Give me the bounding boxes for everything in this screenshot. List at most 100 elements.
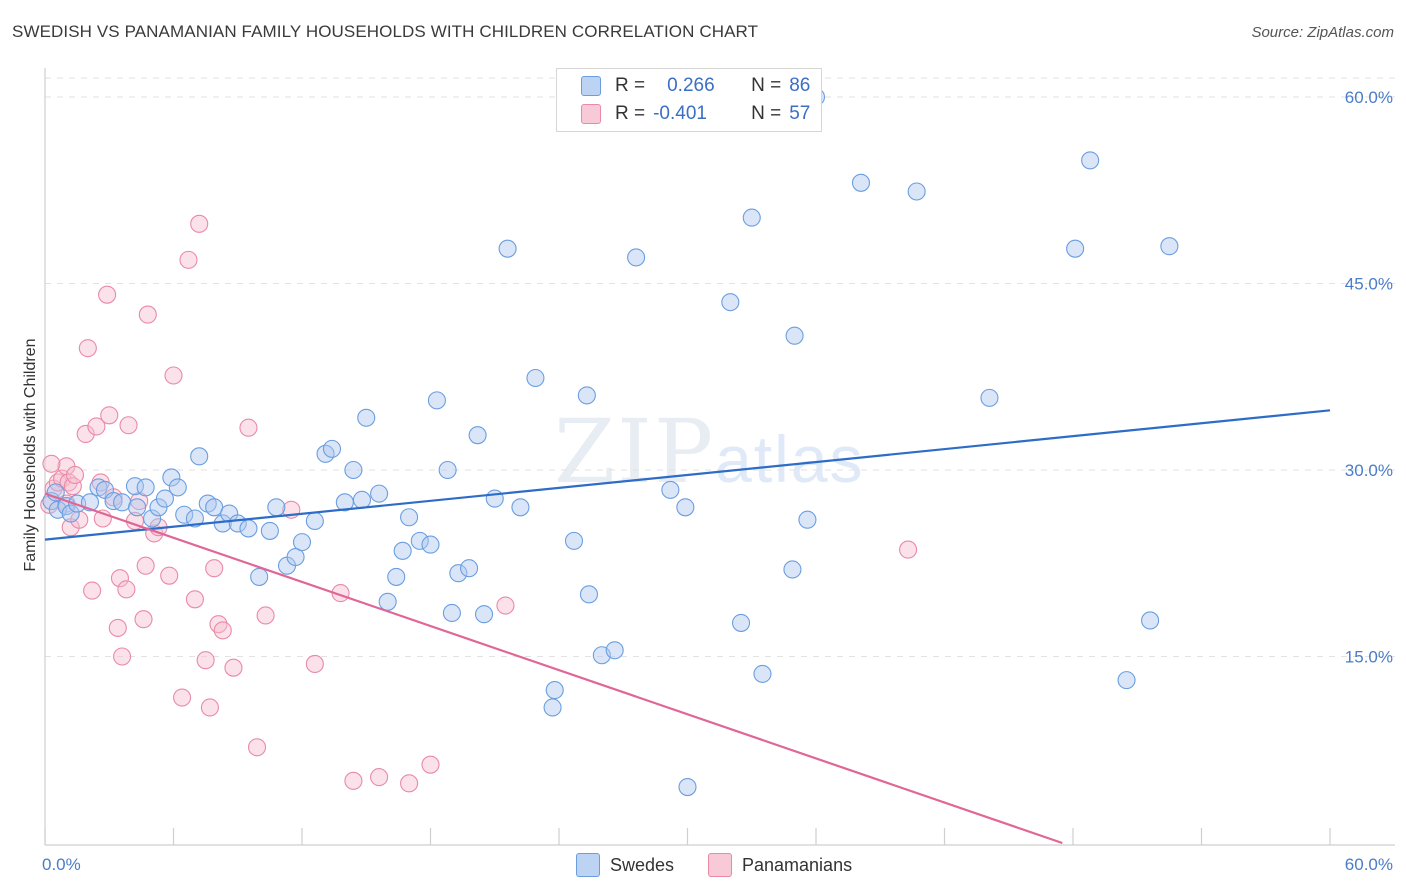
y-axis-label: Family Households with Children	[22, 339, 39, 572]
swedes-point	[485, 489, 504, 508]
y-tick-label: 60.0%	[1345, 88, 1393, 107]
panamanians-point	[134, 610, 153, 629]
swedes-r-label: R =	[615, 75, 646, 96]
bottom-panamanians-swatch	[708, 853, 732, 877]
swedes-point	[564, 531, 584, 550]
panamanians-point	[173, 688, 192, 707]
panamanians-point	[87, 417, 106, 436]
swedes-point	[459, 559, 479, 578]
swedes-point	[322, 439, 342, 458]
swedes-point	[1066, 239, 1085, 258]
swedes-point	[143, 509, 162, 528]
swedes-point	[438, 460, 457, 480]
swedes-point	[468, 426, 487, 445]
swedes-point	[162, 468, 181, 487]
panamanians-point	[185, 590, 204, 609]
swedes-point	[344, 460, 363, 480]
panamanians-point	[136, 556, 155, 575]
swedes-point	[449, 564, 468, 583]
panamanians-point	[160, 566, 179, 585]
swedes-point	[357, 408, 376, 427]
panamanians-point	[119, 416, 138, 435]
panamanians-point	[247, 738, 267, 757]
swedes-point	[370, 484, 389, 503]
panamanians-point	[344, 771, 363, 790]
swedes-point	[851, 173, 871, 192]
tick-labels: 15.0% 30.0% 45.0% 60.0% 0.0% 60.0%	[42, 88, 1393, 874]
swedes-point	[721, 293, 740, 312]
panamanians-point	[42, 454, 61, 473]
swedes-point	[907, 182, 926, 201]
swedes-point	[185, 509, 204, 528]
panamanians-point	[200, 698, 219, 717]
panamanians-point	[117, 580, 136, 599]
swedes-point	[661, 480, 680, 499]
panamanians-point	[108, 618, 127, 637]
source-label: Source: ZipAtlas.com	[1251, 24, 1394, 41]
swedes-point	[393, 541, 412, 560]
swedes-n-value: 86	[789, 75, 811, 96]
swedes-point	[753, 664, 772, 683]
swedes-swatch	[581, 76, 601, 96]
swedes-point	[286, 547, 305, 567]
panamanians-point	[138, 305, 157, 324]
swedes-point	[783, 560, 802, 579]
swedes-point	[474, 605, 494, 624]
swedes-point	[175, 505, 194, 524]
panamanians-trend-line	[44, 492, 1063, 845]
swedes-point	[1141, 611, 1160, 630]
x-tick-label: 60.0%	[1345, 855, 1393, 874]
swedes-point	[498, 239, 517, 258]
swedes-point	[678, 777, 697, 797]
swedes-point	[785, 326, 804, 345]
swedes-point	[113, 493, 132, 512]
swedes-point	[577, 386, 596, 405]
panamanians-point	[100, 406, 119, 425]
swedes-point	[731, 613, 751, 632]
bottom-panamanians-label: Panamanians	[742, 854, 853, 875]
swedes-point	[136, 478, 155, 497]
swedes-point	[627, 248, 646, 267]
legend: R = 0.266 N = 86 R = -0.401 N = 57	[556, 68, 822, 132]
swedes-point	[1081, 151, 1100, 170]
panamanians-swatch	[581, 104, 601, 124]
panamanians-point	[256, 606, 275, 625]
panamanians-point	[196, 651, 215, 670]
swedes-point	[545, 681, 564, 700]
swedes-point	[421, 535, 440, 554]
swedes-point	[1117, 671, 1136, 690]
panamanians-point	[78, 339, 97, 358]
swedes-point	[400, 508, 419, 527]
swedes-point	[292, 533, 312, 552]
y-tick-label: 15.0%	[1345, 648, 1393, 667]
swedes-point	[605, 641, 624, 660]
panamanians-point	[400, 774, 419, 793]
panamanians-r-label: R =	[615, 103, 646, 124]
bottom-swedes-swatch	[576, 853, 600, 877]
panamanians-r-value: -0.401	[653, 103, 707, 124]
axes	[44, 68, 1395, 846]
panamanians-point	[370, 768, 389, 787]
swedes-point	[387, 567, 406, 586]
grid-lines	[45, 77, 1395, 657]
swedes-point	[980, 388, 999, 407]
panamanians-point	[63, 477, 82, 496]
swedes-point	[676, 498, 695, 517]
swedes-point	[1160, 237, 1179, 256]
panamanians-point	[76, 424, 95, 443]
panamanians-point	[190, 214, 209, 233]
swedes-point	[543, 698, 562, 717]
bottom-swedes-label: Swedes	[610, 854, 675, 875]
swedes-point	[378, 592, 397, 611]
swedes-point	[442, 603, 461, 623]
swedes-point	[427, 391, 446, 410]
panamanians-point	[65, 465, 85, 485]
swedes-point	[61, 504, 80, 523]
bottom-legend-panamanians: Panamanians	[708, 852, 852, 878]
swedes-point	[511, 498, 530, 517]
swedes-point	[526, 368, 545, 388]
swedes-point	[128, 498, 147, 517]
y-tick-label: 45.0%	[1345, 275, 1393, 294]
swedes-point	[267, 498, 286, 517]
